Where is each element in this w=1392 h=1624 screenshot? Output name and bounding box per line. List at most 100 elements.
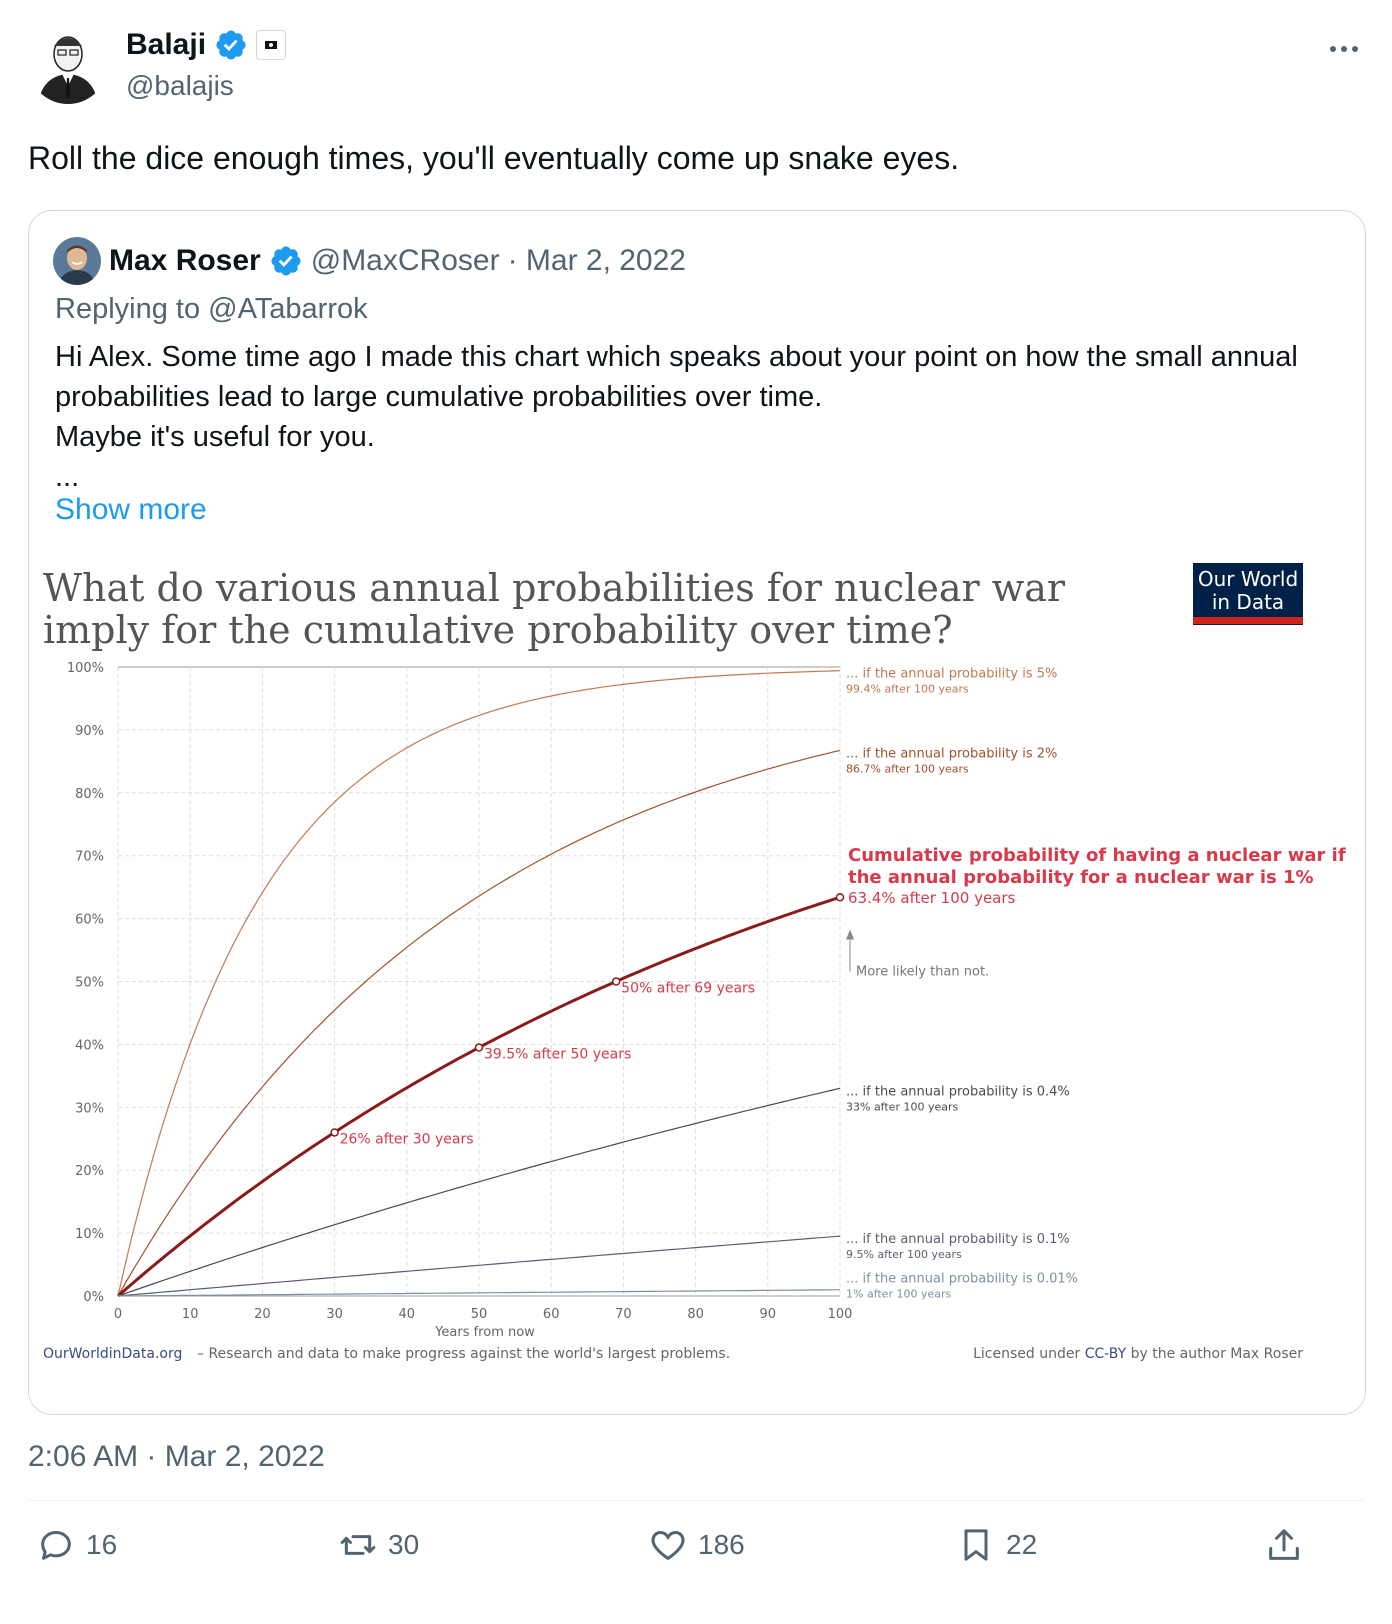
- series-line-0-4pct: [117, 1087, 841, 1297]
- more-dot-icon: [1341, 46, 1347, 52]
- data-label: 26% after 30 years: [340, 1131, 474, 1147]
- owid-logo-line1: Our World: [1198, 567, 1298, 591]
- series-line-5pct: [117, 670, 841, 1297]
- verified-badge-icon[interactable]: [214, 28, 248, 62]
- y-tick-label: 30%: [75, 1101, 104, 1116]
- data-label: 39.5% after 50 years: [484, 1047, 631, 1063]
- owid-logo-stripe: [1193, 617, 1303, 624]
- highlight-sublabel: 63.4% after 100 years: [848, 889, 1016, 907]
- y-tick-label: 60%: [75, 913, 104, 928]
- x-tick-label: 0: [114, 1307, 122, 1322]
- annotation-text: More likely than not.: [856, 965, 989, 980]
- series-label: ... if the annual probability is 5%: [846, 667, 1057, 682]
- like-button[interactable]: 186: [648, 1525, 745, 1565]
- series-line-0-1pct: [117, 1235, 841, 1297]
- reply-icon: [41, 1531, 71, 1560]
- series-label: ... if the annual probability is 0.01%: [846, 1272, 1078, 1287]
- x-tick-label: 90: [760, 1307, 777, 1322]
- quoted-author-handle[interactable]: @MaxCRoser: [310, 244, 500, 277]
- divider: [28, 1500, 1364, 1501]
- tweet-timestamp[interactable]: 2:06 AM · Mar 2, 2022: [28, 1440, 325, 1473]
- annotation-arrow-head: [846, 929, 854, 940]
- tweet-text: Roll the dice enough times, you'll event…: [28, 140, 960, 176]
- y-tick-label: 50%: [75, 976, 104, 991]
- y-tick-label: 20%: [75, 1164, 104, 1179]
- series-point-1pct: [835, 892, 845, 902]
- quoted-author-avatar[interactable]: [53, 237, 101, 285]
- chart-title-line1: What do various annual probabilities for…: [43, 566, 1066, 610]
- author-avatar[interactable]: [28, 24, 108, 104]
- avatar-photo-icon: [53, 237, 101, 285]
- data-label: 50% after 69 years: [621, 981, 755, 997]
- heart-icon: [651, 1530, 685, 1561]
- owid-logo-box: [1193, 563, 1303, 625]
- more-dot-icon: [1352, 46, 1358, 52]
- bookmark-count: 22: [1006, 1529, 1038, 1560]
- x-tick-label: 10: [182, 1307, 199, 1322]
- owid-logo-line2: in Data: [1212, 590, 1284, 614]
- show-more-link[interactable]: Show more: [55, 493, 207, 526]
- quoted-tweet-header: Max Roser @MaxCRoser · Mar 2, 2022: [53, 237, 686, 285]
- like-count: 186: [698, 1529, 745, 1560]
- reply-count: 16: [86, 1529, 118, 1560]
- chart-title-line2: imply for the cumulative probability ove…: [43, 608, 953, 652]
- highlight-label-line2: the annual probability for a nuclear war…: [848, 867, 1314, 888]
- author-display-name[interactable]: Balaji: [126, 28, 207, 61]
- series-label: ... if the annual probability is 0.4%: [846, 1084, 1070, 1099]
- author-name-row: Balaji: [126, 28, 287, 62]
- nuclear-war-probability-chart: What do various annual probabilities for…: [43, 563, 1346, 1362]
- x-tick-label: 60: [543, 1307, 560, 1322]
- footer-license: Licensed under CC-BY by the author Max R…: [973, 1346, 1303, 1362]
- series-sublabel: 86.7% after 100 years: [846, 762, 969, 775]
- repost-count: 30: [388, 1529, 420, 1560]
- avatar-sketch-icon: [28, 24, 108, 104]
- series-point-1pct: [330, 1128, 339, 1137]
- quoted-tweet[interactable]: Max Roser @MaxCRoser · Mar 2, 2022 Reply…: [28, 210, 1366, 1415]
- y-tick-label: 40%: [75, 1038, 104, 1053]
- x-tick-label: 70: [615, 1307, 632, 1322]
- highlight-label-line1: Cumulative probability of having a nucle…: [848, 845, 1346, 866]
- x-tick-label: 40: [399, 1307, 416, 1322]
- repost-icon: [340, 1535, 376, 1555]
- reply-button[interactable]: 16: [36, 1525, 117, 1565]
- footer-source-link: OurWorldinData.org: [43, 1346, 182, 1362]
- x-axis-label: Years from now: [434, 1325, 535, 1340]
- series-point-1pct: [611, 977, 621, 986]
- bookmark-icon: [964, 1529, 988, 1561]
- series-label: ... if the annual probability is 0.1%: [846, 1232, 1070, 1247]
- series-sublabel: 1% after 100 years: [846, 1288, 951, 1301]
- author-handle[interactable]: @balajis: [126, 70, 234, 101]
- more-options-button[interactable]: [1324, 34, 1364, 64]
- series-sublabel: 33% after 100 years: [846, 1100, 958, 1113]
- x-tick-label: 80: [687, 1307, 704, 1322]
- series-point-1pct: [474, 1043, 484, 1052]
- series-line-2pct: [117, 749, 841, 1297]
- quoted-author-name[interactable]: Max Roser: [109, 244, 261, 277]
- y-tick-label: 80%: [75, 787, 104, 802]
- x-tick-label: 100: [828, 1307, 853, 1322]
- chart-image[interactable]: What do various annual probabilities for…: [29, 551, 1365, 1414]
- replying-to: Replying to @ATabarrok: [55, 293, 368, 325]
- y-tick-label: 100%: [67, 661, 104, 676]
- more-dot-icon: [1330, 46, 1336, 52]
- y-tick-label: 10%: [75, 1227, 104, 1242]
- x-tick-label: 30: [326, 1307, 343, 1322]
- y-tick-label: 70%: [75, 850, 104, 865]
- tweet-header: Balaji @balajis: [28, 24, 1364, 108]
- x-tick-label: 20: [254, 1307, 271, 1322]
- share-icon: [1269, 1529, 1299, 1560]
- share-button[interactable]: [1264, 1525, 1304, 1565]
- quoted-tweet-date[interactable]: · Mar 2, 2022: [507, 244, 686, 277]
- bookmark-button[interactable]: 22: [956, 1525, 1037, 1565]
- verified-badge-icon[interactable]: [269, 244, 303, 278]
- series-line-0-01pct: [117, 1289, 841, 1297]
- series-sublabel: 99.4% after 100 years: [846, 683, 969, 696]
- x-tick-label: 50: [471, 1307, 488, 1322]
- tweet-actions-bar: 16 30 186 22: [28, 1525, 1364, 1585]
- quoted-tweet-text: Hi Alex. Some time ago I made this chart…: [55, 341, 1298, 493]
- affiliation-badge-icon[interactable]: [256, 30, 287, 60]
- y-tick-label: 90%: [75, 724, 104, 739]
- series-label: ... if the annual probability is 2%: [846, 746, 1057, 761]
- series-sublabel: 9.5% after 100 years: [846, 1248, 962, 1261]
- repost-button[interactable]: 30: [338, 1525, 419, 1565]
